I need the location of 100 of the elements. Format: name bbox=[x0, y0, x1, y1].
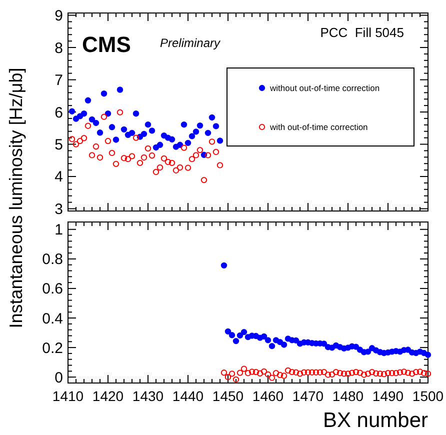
point bbox=[228, 370, 236, 377]
point bbox=[168, 136, 176, 143]
point bbox=[132, 110, 140, 117]
point bbox=[192, 152, 200, 158]
point bbox=[224, 328, 232, 335]
x-tick-label: 1470 bbox=[292, 388, 324, 404]
point bbox=[300, 369, 308, 376]
point bbox=[92, 143, 100, 150]
point bbox=[176, 142, 184, 148]
point bbox=[112, 136, 120, 143]
point bbox=[276, 338, 284, 346]
point bbox=[216, 162, 224, 168]
point bbox=[84, 97, 92, 104]
y-tick-label: 5 bbox=[54, 136, 63, 154]
point bbox=[292, 337, 300, 344]
point bbox=[180, 121, 188, 128]
point bbox=[288, 368, 296, 376]
point bbox=[308, 369, 316, 376]
x-tick-label: 1440 bbox=[172, 388, 204, 404]
point bbox=[320, 340, 328, 347]
point bbox=[224, 374, 232, 380]
point bbox=[260, 368, 268, 375]
point bbox=[332, 368, 340, 376]
point bbox=[196, 146, 204, 154]
point bbox=[352, 344, 360, 350]
x-tick-label: 1450 bbox=[212, 388, 244, 404]
y-tick-label: 0.2 bbox=[42, 340, 63, 357]
point bbox=[124, 156, 132, 162]
y-tick-label: 6 bbox=[54, 104, 63, 122]
point bbox=[284, 367, 292, 374]
point bbox=[116, 109, 124, 116]
point bbox=[364, 348, 372, 355]
point bbox=[236, 370, 244, 376]
point bbox=[392, 370, 400, 376]
point bbox=[348, 370, 356, 376]
legend-item: without out-of-time correction bbox=[258, 82, 380, 93]
point bbox=[144, 145, 152, 152]
point bbox=[236, 332, 244, 339]
point bbox=[276, 372, 284, 378]
point bbox=[328, 371, 336, 378]
point bbox=[304, 369, 312, 376]
point bbox=[416, 368, 424, 375]
point bbox=[360, 372, 368, 378]
point bbox=[144, 121, 152, 128]
point bbox=[268, 374, 276, 381]
point bbox=[184, 164, 192, 171]
point bbox=[240, 366, 248, 372]
point bbox=[204, 130, 212, 136]
point bbox=[212, 148, 220, 156]
point bbox=[188, 133, 196, 140]
y-tick-label: 4 bbox=[54, 168, 63, 186]
point bbox=[136, 160, 144, 166]
point bbox=[272, 370, 280, 376]
point bbox=[252, 368, 260, 376]
point bbox=[68, 108, 76, 114]
point bbox=[204, 152, 212, 158]
x-axis-title: BX number bbox=[322, 409, 428, 432]
point bbox=[264, 371, 272, 378]
x-tick-label: 1480 bbox=[332, 388, 364, 404]
point bbox=[168, 160, 176, 166]
point bbox=[200, 176, 208, 184]
y-tick-label: 9 bbox=[54, 8, 63, 25]
point bbox=[156, 142, 164, 148]
point bbox=[192, 128, 200, 135]
point bbox=[376, 370, 384, 377]
legend-item: with out-of-time correction bbox=[258, 122, 368, 132]
point bbox=[80, 110, 88, 117]
point bbox=[104, 138, 112, 144]
point bbox=[100, 90, 108, 97]
point bbox=[352, 368, 360, 376]
y-tick-label: 3 bbox=[54, 200, 63, 218]
point bbox=[116, 86, 124, 93]
annotation: PCC Fill 5045 bbox=[320, 25, 404, 40]
point bbox=[152, 144, 160, 151]
point bbox=[232, 338, 240, 344]
annotation: Preliminary bbox=[160, 36, 222, 50]
point bbox=[248, 368, 256, 375]
point bbox=[340, 370, 348, 377]
x-tick-label: 1460 bbox=[252, 388, 284, 404]
y-tick-label: 0.6 bbox=[42, 280, 63, 298]
point bbox=[128, 130, 136, 136]
point bbox=[96, 130, 104, 136]
point bbox=[408, 370, 416, 377]
point bbox=[424, 370, 432, 377]
point bbox=[220, 370, 228, 376]
point bbox=[324, 372, 332, 378]
x-tick-label: 1420 bbox=[92, 388, 124, 404]
point bbox=[108, 150, 116, 156]
annotation: CMS bbox=[82, 32, 131, 57]
point bbox=[228, 332, 236, 338]
point bbox=[76, 138, 84, 144]
point bbox=[244, 370, 252, 376]
x-tick-label: 1430 bbox=[132, 388, 164, 404]
point bbox=[180, 144, 188, 151]
x-tick-label: 1490 bbox=[372, 388, 404, 404]
point bbox=[92, 120, 100, 126]
point bbox=[84, 122, 92, 129]
point bbox=[188, 156, 196, 162]
point bbox=[320, 368, 328, 376]
y-tick-label: 0.4 bbox=[42, 310, 63, 328]
